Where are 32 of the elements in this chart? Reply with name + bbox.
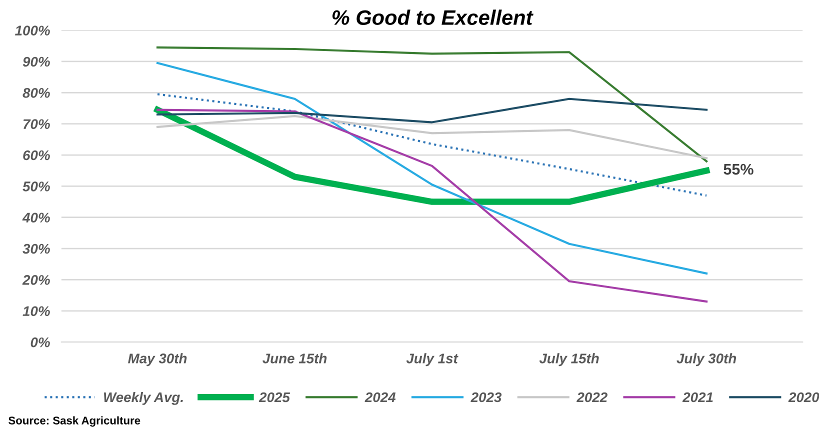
line-series <box>156 115 708 160</box>
y-tick-label: 10% <box>22 306 50 316</box>
y-tick-label: 80% <box>22 88 50 98</box>
y-tick-label: 40% <box>22 212 50 223</box>
legend-label: 2021 <box>682 392 713 402</box>
y-tick-label: 30% <box>22 244 50 254</box>
y-tick-label: 50% <box>22 182 50 192</box>
y-tick-label: 0% <box>30 337 50 348</box>
line-series <box>156 93 708 197</box>
y-tick-label: 70% <box>23 119 50 130</box>
x-tick-label: May 30th <box>128 353 187 366</box>
line-series <box>156 62 708 275</box>
line-series <box>156 108 708 303</box>
line-series <box>156 46 708 162</box>
annotation: 55% <box>724 164 754 175</box>
x-tick-label: July 30th <box>676 353 736 366</box>
y-tick-label: 20% <box>22 275 50 285</box>
x-tick-label: July 1st <box>406 353 458 366</box>
chart-title: % Good to Excellent <box>332 10 534 25</box>
y-tick-label: 100% <box>15 26 50 36</box>
legend-label: 2023 <box>470 392 502 402</box>
legend-label: 2020 <box>788 392 819 402</box>
legend-label: 2025 <box>258 392 290 402</box>
source-note: Source: Sask Agriculture <box>8 416 140 427</box>
y-tick-label: 60% <box>23 150 50 160</box>
x-tick-label: July 15th <box>539 353 599 366</box>
y-tick-label: 90% <box>22 56 50 67</box>
legend-label: 2022 <box>576 392 608 402</box>
legend-label: Weekly Avg. <box>104 392 183 405</box>
x-tick-label: June 15th <box>262 353 327 364</box>
legend-label: 2024 <box>364 392 396 402</box>
line-series <box>156 98 708 124</box>
